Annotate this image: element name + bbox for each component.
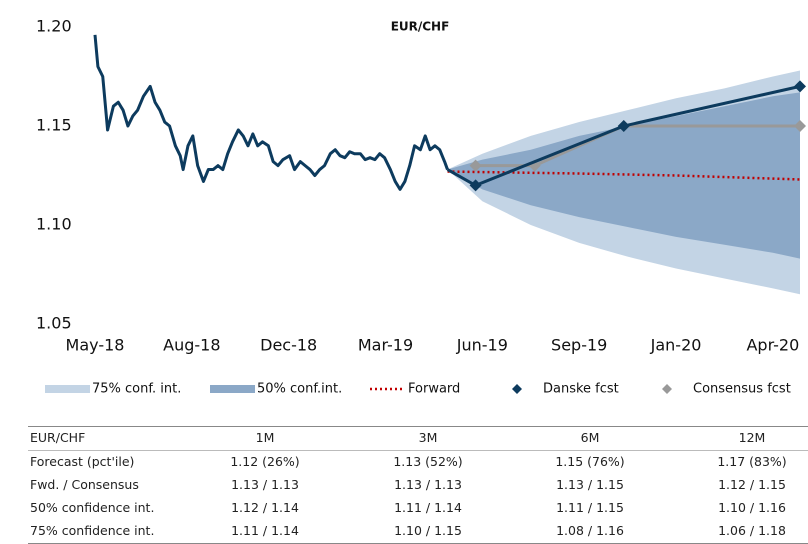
table-cell: 6M (580, 430, 600, 445)
table-cell: 1.06 / 1.18 (718, 523, 786, 538)
table-cell: 1.12 / 1.15 (718, 477, 786, 492)
table-cell: 1.08 / 1.16 (556, 523, 624, 538)
x-tick-label: Jun-19 (456, 336, 508, 355)
legend-label: 50% conf.int. (257, 382, 342, 397)
marker (794, 120, 806, 132)
table-cell: 1.11 / 1.14 (231, 523, 299, 538)
marker (794, 80, 806, 93)
table-cell: 1.11 / 1.15 (556, 500, 624, 515)
legend-label: 75% conf. int. (92, 382, 181, 397)
legend-swatch (210, 385, 255, 393)
table-cell: 50% confidence int. (30, 500, 155, 515)
rule (28, 426, 808, 427)
table-cell: 75% confidence int. (30, 523, 155, 538)
chart: EUR/CHF 1.05 1.10 1.15 1.20 May-18 Aug-18 Dec-… (36, 17, 806, 397)
table-cell: 12M (738, 430, 766, 445)
table-cell: 1.13 / 1.15 (556, 477, 624, 492)
table-cell: 1.12 / 1.14 (231, 500, 299, 515)
forward-line (447, 170, 801, 181)
table-cell: 1.17 (83%) (717, 454, 787, 469)
table-cell: 1.13 / 1.13 (394, 477, 462, 492)
chart-title: EUR/CHF (391, 20, 450, 34)
table-cell: 3M (418, 430, 438, 445)
table-cell: 1.13 / 1.13 (231, 477, 299, 492)
x-tick-label: Apr-20 (746, 336, 799, 355)
legend-swatch (45, 385, 90, 393)
marker (617, 120, 630, 132)
table-cell: 1.12 (26%) (230, 454, 300, 469)
legend-swatch (512, 384, 522, 394)
marker (469, 159, 482, 172)
forecast-line (475, 124, 800, 168)
y-tick-label: 1.20 (36, 17, 72, 36)
x-tick-label: Dec-18 (260, 336, 317, 355)
x-tick-label: Jan-20 (650, 336, 702, 355)
y-tick-label: 1.15 (36, 116, 72, 135)
legend-label: Danske fcst (543, 382, 619, 397)
table-cell: 1.10 / 1.16 (718, 500, 786, 515)
y-tick-label: 1.05 (36, 314, 72, 333)
legend-swatch (662, 384, 672, 394)
table-cell: 1.10 / 1.15 (394, 523, 462, 538)
connector (446, 168, 477, 187)
table-cell: 1.13 (52%) (393, 454, 463, 469)
table-cell: EUR/CHF (30, 430, 86, 445)
table-cell: 1.11 / 1.14 (394, 500, 462, 515)
spot-line (93, 34, 449, 191)
rule (28, 450, 808, 451)
legend-label: Consensus fcst (693, 382, 791, 397)
table-cell: 1.15 (76%) (555, 454, 625, 469)
x-tick-label: Mar-19 (358, 336, 413, 355)
table-cell: Fwd. / Consensus (30, 477, 139, 492)
x-tick-label: Sep-19 (551, 336, 607, 355)
x-tick-label: Aug-18 (163, 336, 220, 355)
x-tick-label: May-18 (66, 336, 125, 355)
table-cell: 1M (255, 430, 275, 445)
y-tick-label: 1.10 (36, 215, 72, 234)
legend-label: Forward (408, 382, 460, 397)
table-cell: Forecast (pct'ile) (30, 454, 135, 469)
